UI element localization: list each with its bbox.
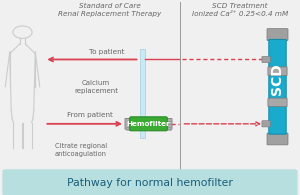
Text: From patient: From patient <box>67 112 113 118</box>
FancyBboxPatch shape <box>166 118 172 129</box>
FancyBboxPatch shape <box>267 133 288 145</box>
Text: Pathway for normal hemofilter: Pathway for normal hemofilter <box>67 178 233 188</box>
FancyBboxPatch shape <box>130 117 167 131</box>
Text: SCD Treatment
Ionized Ca²⁺ 0.25<0.4 mM: SCD Treatment Ionized Ca²⁺ 0.25<0.4 mM <box>192 3 288 17</box>
Text: Standard of Care
Renal Replacement Therapy: Standard of Care Renal Replacement Thera… <box>58 3 161 17</box>
Text: SCD: SCD <box>271 63 284 95</box>
FancyBboxPatch shape <box>125 118 132 129</box>
FancyBboxPatch shape <box>268 67 287 75</box>
Bar <box>140 49 145 138</box>
Text: To patient: To patient <box>89 49 124 55</box>
Text: Hemofilter: Hemofilter <box>127 121 170 127</box>
FancyBboxPatch shape <box>262 121 270 127</box>
Text: Citrate regional
anticoagulation: Citrate regional anticoagulation <box>55 143 107 157</box>
FancyBboxPatch shape <box>267 29 288 41</box>
FancyBboxPatch shape <box>262 56 270 63</box>
Text: Calcium
replacement: Calcium replacement <box>74 80 118 94</box>
FancyBboxPatch shape <box>2 169 298 195</box>
FancyBboxPatch shape <box>269 39 286 134</box>
FancyBboxPatch shape <box>268 98 287 107</box>
